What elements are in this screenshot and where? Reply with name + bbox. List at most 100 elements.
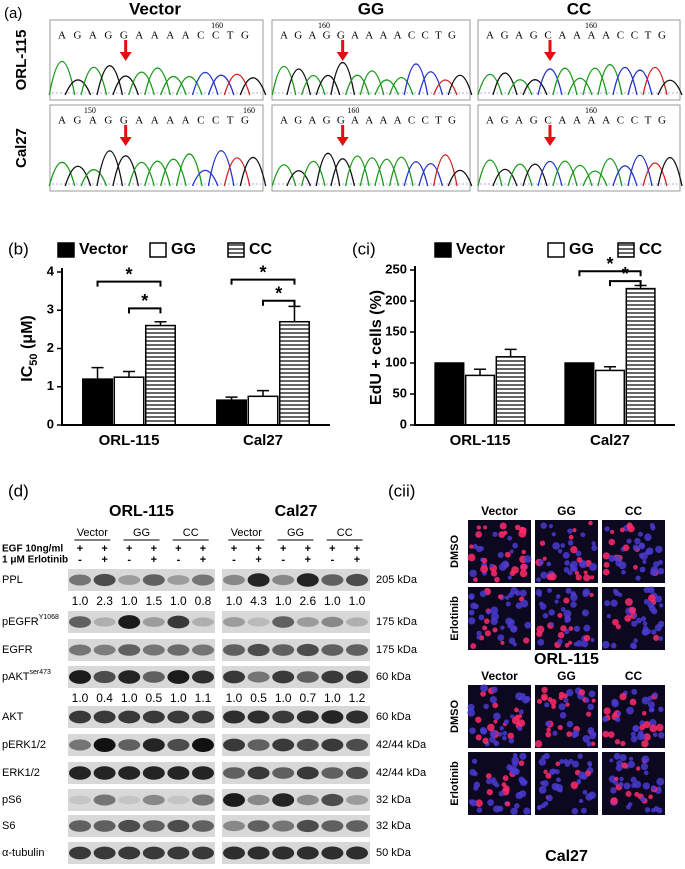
nucleus xyxy=(468,609,475,616)
peak xyxy=(522,79,548,96)
band xyxy=(247,573,270,587)
peak xyxy=(191,71,219,96)
nucleus xyxy=(614,776,619,782)
significance-bracket xyxy=(262,299,296,306)
peak xyxy=(597,157,623,187)
band xyxy=(142,574,165,586)
peak xyxy=(80,66,108,96)
arrow-head xyxy=(544,52,556,61)
treatment-label: 1 μM Erlotinib xyxy=(2,555,68,566)
nucleus xyxy=(652,692,657,697)
nucleus xyxy=(647,586,655,594)
band xyxy=(118,795,141,805)
band xyxy=(142,671,165,683)
treatment-mark: + xyxy=(101,554,107,566)
nucleus xyxy=(649,719,657,727)
nucleus xyxy=(641,696,650,705)
band xyxy=(223,793,245,807)
sequence: AGAGGAAAACCTG xyxy=(280,30,456,42)
nucleus xyxy=(587,727,595,735)
y-tick-label: 0 xyxy=(47,416,54,431)
nucleus xyxy=(491,777,496,782)
legend-swatch xyxy=(227,242,245,258)
peak xyxy=(96,65,124,96)
peak xyxy=(447,74,473,96)
nucleus xyxy=(493,712,501,721)
nucleus xyxy=(620,740,626,747)
nucleus xyxy=(493,740,500,747)
nucleus xyxy=(542,556,547,561)
nucleus xyxy=(497,805,504,812)
nucleus xyxy=(579,560,587,569)
nucleus xyxy=(475,799,483,808)
y-tick-label: 200 xyxy=(385,292,407,307)
nucleus xyxy=(641,740,649,748)
nucleus xyxy=(538,758,547,766)
position-number: 160 xyxy=(211,21,223,30)
blot-name: pAKT xyxy=(2,671,30,683)
nucleus xyxy=(520,692,526,699)
band xyxy=(223,846,245,860)
nucleus xyxy=(568,758,574,764)
blot-size: 60 kDa xyxy=(376,711,412,723)
band xyxy=(296,766,319,780)
nucleus xyxy=(655,545,663,554)
nucleus xyxy=(467,708,476,717)
nucleus xyxy=(534,740,543,748)
nucleus xyxy=(625,598,633,606)
nucleus xyxy=(591,544,598,551)
nucleus xyxy=(468,617,476,625)
nucleus xyxy=(586,741,592,747)
nucleus xyxy=(581,640,589,648)
peak xyxy=(128,162,155,187)
error-bar xyxy=(225,396,238,401)
band xyxy=(93,573,116,587)
blot-name: EGFR xyxy=(2,644,33,656)
chromatogram xyxy=(477,104,681,192)
nucleus xyxy=(480,565,489,573)
nucleus xyxy=(557,612,563,618)
nucleus xyxy=(502,730,508,736)
peak xyxy=(612,66,638,96)
nucleus xyxy=(634,791,640,797)
nucleus xyxy=(519,589,527,597)
nucleus xyxy=(573,625,581,632)
arrow-head xyxy=(336,52,349,61)
nucleus xyxy=(537,804,542,810)
peak xyxy=(191,169,219,187)
band xyxy=(296,573,319,587)
band xyxy=(346,644,368,656)
nucleus xyxy=(500,625,505,630)
nucleus xyxy=(509,549,514,554)
band xyxy=(296,617,319,627)
nucleus xyxy=(538,785,547,794)
position-number: 150 xyxy=(84,106,96,115)
nucleus xyxy=(578,771,586,780)
nucleus xyxy=(639,724,646,731)
treatment-mark: + xyxy=(101,543,107,555)
peak xyxy=(286,170,312,187)
nucleus xyxy=(555,761,561,767)
treatment-mark: + xyxy=(231,543,237,555)
position-number: 160 xyxy=(585,106,597,115)
bar xyxy=(625,287,656,426)
nucleus xyxy=(608,538,616,546)
y-tick-label: 150 xyxy=(385,323,407,338)
band xyxy=(192,738,214,752)
band xyxy=(223,617,245,627)
significance-star: * xyxy=(259,262,266,282)
nucleus xyxy=(604,526,610,532)
legend-swatch xyxy=(57,242,75,258)
nucleus xyxy=(545,731,552,738)
band xyxy=(346,670,368,684)
nucleus xyxy=(633,638,638,643)
nucleus xyxy=(507,732,515,740)
row-label: DMSO xyxy=(449,535,461,568)
nucleus xyxy=(469,544,474,549)
nucleus xyxy=(574,570,580,576)
nucleus xyxy=(642,621,648,626)
nucleus xyxy=(610,642,617,649)
nucleus xyxy=(640,552,648,561)
nucleus xyxy=(546,561,552,567)
row-label: Erlotinib xyxy=(449,761,461,806)
